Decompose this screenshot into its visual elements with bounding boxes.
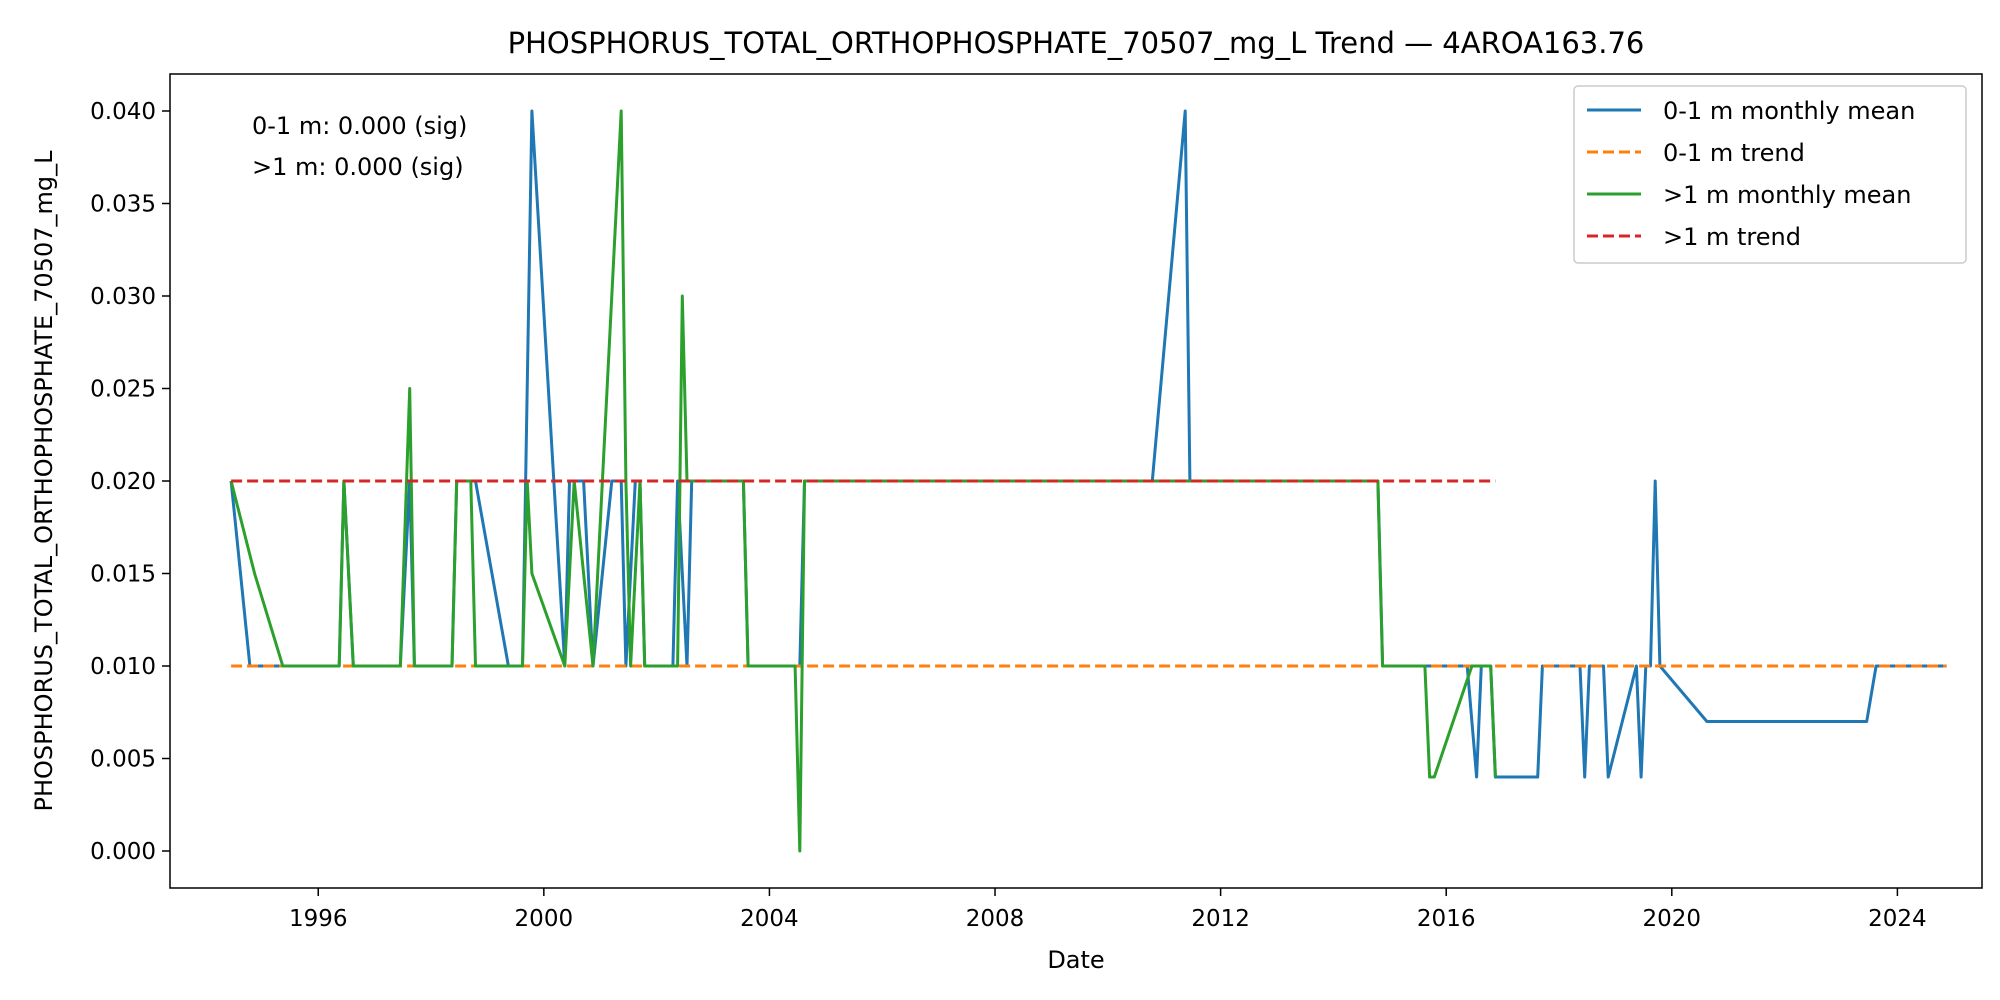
chart-title: PHOSPHORUS_TOTAL_ORTHOPHOSPHATE_70507_mg… — [508, 26, 1645, 60]
x-tick-label: 2000 — [515, 906, 574, 932]
annotation-deep-trend: >1 m: 0.000 (sig) — [252, 153, 464, 181]
y-tick-label: 0.020 — [90, 469, 156, 495]
x-tick-label: 1996 — [289, 906, 348, 932]
y-tick-label: 0.010 — [90, 654, 156, 680]
series-layer — [229, 109, 1947, 853]
series-line-gt1-m-monthly-mean — [229, 109, 1497, 853]
x-axis: 1996 2000 2004 2008 2012 2016 2020 2024 — [289, 888, 1927, 932]
legend-item-shallow-trend: 0-1 m trend — [1587, 139, 1805, 167]
y-axis: 0.000 0.005 0.010 0.015 0.020 0.025 0.030 0.035… — [90, 99, 170, 865]
legend-item-deep-trend: >1 m trend — [1587, 223, 1801, 251]
y-tick-label: 0.040 — [90, 99, 156, 125]
y-axis-title: PHOSPHORUS_TOTAL_ORTHOPHOSPHATE_70507_mg… — [30, 150, 58, 812]
y-tick-label: 0.035 — [90, 192, 156, 218]
x-tick-label: 2016 — [1417, 906, 1476, 932]
legend-item-shallow-mean: 0-1 m monthly mean — [1587, 97, 1915, 125]
trend-annotations: 0-1 m: 0.000 (sig) >1 m: 0.000 (sig) — [252, 112, 467, 181]
x-axis-title: Date — [1047, 946, 1104, 974]
y-tick-label: 0.000 — [90, 839, 156, 865]
x-tick-label: 2024 — [1868, 906, 1927, 932]
legend-label-deep-mean: >1 m monthly mean — [1663, 181, 1911, 209]
y-tick-label: 0.015 — [90, 562, 156, 588]
legend-box — [1573, 85, 1967, 264]
annotation-shallow-trend: 0-1 m: 0.000 (sig) — [252, 112, 467, 140]
x-tick-label: 2004 — [740, 906, 799, 932]
y-tick-label: 0.005 — [90, 747, 156, 773]
legend-label-deep-trend: >1 m trend — [1663, 223, 1801, 251]
y-tick-label: 0.025 — [90, 377, 156, 403]
legend-label-shallow-trend: 0-1 m trend — [1663, 139, 1805, 167]
y-tick-label: 0.030 — [90, 284, 156, 310]
legend-item-deep-mean: >1 m monthly mean — [1587, 181, 1911, 209]
x-tick-label: 2020 — [1643, 906, 1702, 932]
legend: 0-1 m monthly mean 0-1 m trend >1 m mont… — [1573, 85, 1967, 264]
x-tick-label: 2012 — [1191, 906, 1250, 932]
x-tick-label: 2008 — [966, 906, 1025, 932]
legend-label-shallow-mean: 0-1 m monthly mean — [1663, 97, 1915, 125]
